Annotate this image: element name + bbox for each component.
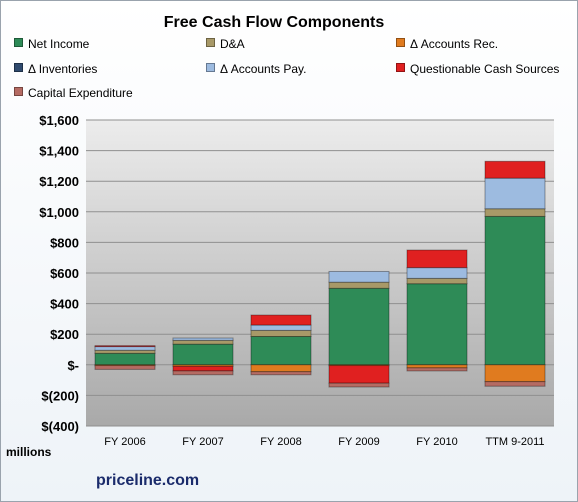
bar-segment <box>172 339 234 345</box>
bar-segment <box>328 287 390 366</box>
legend-swatch <box>396 63 405 72</box>
y-tick-label: $1,400 <box>39 144 79 159</box>
legend-label: Δ Accounts Rec. <box>410 37 499 51</box>
bar-segment <box>94 352 156 366</box>
legend-item: D&A <box>206 37 245 51</box>
bar-segment <box>406 267 468 279</box>
legend-swatch <box>396 38 405 47</box>
x-axis: FY 2006 FY 2007 FY 2008 FY 2009 FY 2010 TTM 9… <box>104 436 544 448</box>
bar-segment <box>172 343 234 366</box>
legend-swatch <box>14 63 23 72</box>
legend-label: Net Income <box>28 37 90 51</box>
bar-segment <box>328 270 390 283</box>
legend-label: Δ Inventories <box>28 62 98 76</box>
y-tick-label: $(200) <box>41 388 79 403</box>
y-tick-label: $- <box>67 358 79 373</box>
bar-segment <box>328 382 390 388</box>
y-tick-label: $(400) <box>41 419 79 434</box>
bar-segment <box>250 364 312 373</box>
legend-label: Capital Expenditure <box>28 86 133 100</box>
bar-segment <box>172 337 234 341</box>
bar-segment <box>172 370 234 376</box>
legend-swatch <box>14 38 23 47</box>
bar-segment <box>94 345 156 348</box>
x-tick-label: FY 2009 <box>338 436 379 448</box>
y-tick-label: $200 <box>50 327 79 342</box>
bar-segment <box>250 329 312 337</box>
bar-segment <box>484 364 546 383</box>
x-tick-label: FY 2006 <box>104 436 145 448</box>
legend-item: Net Income <box>14 37 89 51</box>
legend-item: Δ Accounts Rec. <box>396 37 498 51</box>
y-tick-label: $1,000 <box>39 205 79 220</box>
bar-segment <box>406 283 468 366</box>
legend-label: Δ Accounts Pay. <box>220 62 307 76</box>
bar-segment <box>250 371 312 376</box>
bar-segment <box>484 215 546 366</box>
legend-item: Capital Expenditure <box>14 86 133 100</box>
y-tick-label: $1,200 <box>39 174 79 189</box>
bar-segment <box>406 367 468 372</box>
brand-logo-text: priceline.com <box>96 472 200 489</box>
bar-segment <box>406 249 468 269</box>
legend-item: Questionable Cash Sources <box>396 62 559 76</box>
x-tick-label: TTM 9-2011 <box>485 436 544 448</box>
legend-label: D&A <box>220 37 245 51</box>
chart-title: Free Cash Flow Components <box>163 14 385 31</box>
bar-segment <box>484 208 546 217</box>
x-tick-label: FY 2007 <box>182 436 223 448</box>
bar-segment <box>406 277 468 285</box>
bar-segment <box>250 314 312 326</box>
bar-segment <box>250 324 312 331</box>
legend-item: Δ Inventories <box>14 62 97 76</box>
legend-swatch <box>206 38 215 47</box>
bar-segment <box>484 160 546 179</box>
legend-label: Questionable Cash Sources <box>410 62 560 76</box>
y-tick-label: $600 <box>50 266 79 281</box>
bar-segment <box>328 365 390 384</box>
legend-swatch <box>14 87 23 96</box>
y-axis-unit-label: millions <box>6 445 52 459</box>
bar-segment <box>250 335 312 366</box>
bar-segment <box>484 381 546 387</box>
x-tick-label: FY 2008 <box>260 436 301 448</box>
y-tick-label: $800 <box>50 235 79 250</box>
y-tick-label: $400 <box>50 297 79 312</box>
bar-segment <box>94 365 156 370</box>
legend-item: Δ Accounts Pay. <box>206 62 307 76</box>
legend-swatch <box>206 63 215 72</box>
bar-segment <box>484 177 546 210</box>
bars <box>94 160 546 388</box>
bar-segment <box>328 281 390 289</box>
bar-segment <box>172 365 234 372</box>
x-tick-label: FY 2010 <box>416 436 457 448</box>
y-tick-label: $1,600 <box>39 113 79 128</box>
gridlines <box>86 119 554 427</box>
y-axis: $(400) $(200) $- $200 $400 $600 $800 $1,000 $1,2… <box>39 113 79 434</box>
